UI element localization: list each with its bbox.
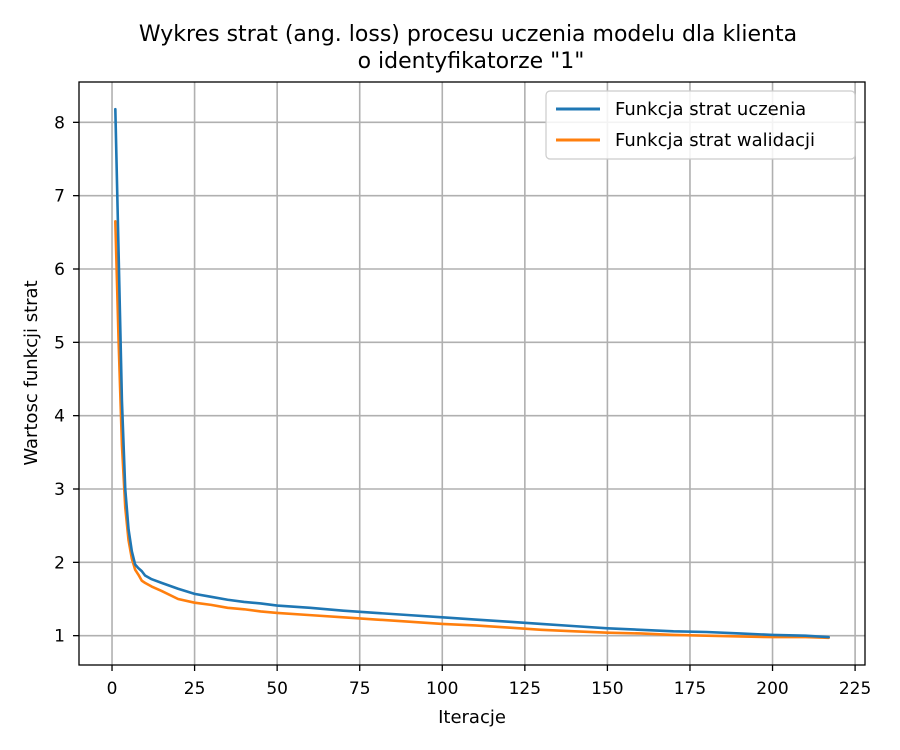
legend-label-validation: Funkcja strat walidacji: [615, 130, 815, 151]
x-tick-label: 50: [266, 679, 288, 699]
series-line-train: [114, 107, 830, 639]
x-tick-label: 100: [426, 679, 458, 699]
y-tick-label: 6: [54, 260, 65, 280]
series-line-validation: [114, 220, 830, 640]
y-tick-label: 4: [54, 407, 65, 427]
x-tick-label: 25: [184, 679, 206, 699]
x-tick-label: 125: [509, 679, 541, 699]
grid: [79, 82, 865, 665]
y-tick-label: 3: [54, 480, 65, 500]
x-tick-label: 225: [839, 679, 871, 699]
y-axis-label: Wartosc funkcji strat: [21, 280, 42, 465]
chart-title-line2: o identyfikatorze "1": [358, 49, 585, 74]
legend-label-train: Funkcja strat uczenia: [615, 99, 806, 120]
x-axis-label: Iteracje: [438, 707, 506, 728]
plot-frame: [78, 81, 866, 666]
y-tick-label: 2: [54, 553, 65, 573]
x-tick-label: 150: [591, 679, 623, 699]
y-tick-label: 7: [54, 187, 65, 207]
ticks: 0 25 50 75 100 125 150 175 200 225 1 2 3 4 5 6 7 8: [54, 113, 871, 699]
y-tick-label: 8: [54, 113, 65, 133]
legend: Funkcja strat uczenia Funkcja strat wali…: [545, 90, 856, 160]
y-tick-label: 5: [54, 333, 65, 353]
x-tick-label: 0: [107, 679, 118, 699]
x-tick-label: 75: [349, 679, 371, 699]
series-layer: [114, 107, 830, 640]
x-tick-label: 175: [674, 679, 706, 699]
y-tick-label: 1: [54, 627, 65, 647]
legend-box: [545, 90, 856, 160]
x-tick-label: 200: [756, 679, 788, 699]
chart-title-line1: Wykres strat (ang. loss) procesu uczenia…: [139, 22, 797, 47]
